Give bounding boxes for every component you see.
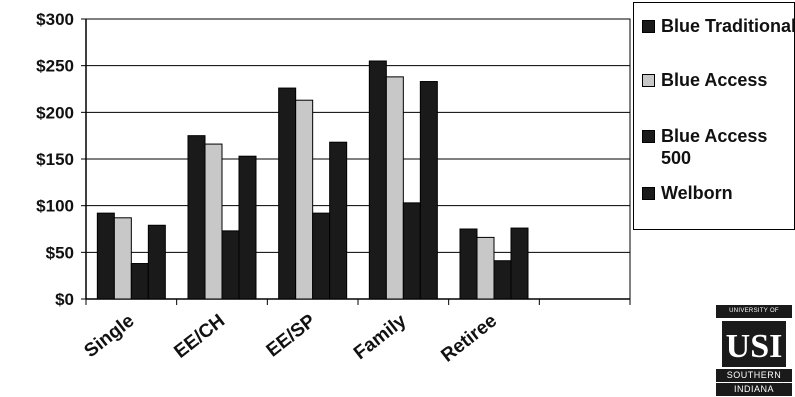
bar-blue-access-500-single	[130, 263, 149, 300]
y-tick-label: $50	[46, 243, 74, 262]
x-tick-label: Retiree	[437, 310, 501, 366]
bar-blue-traditional-ee-ch	[187, 135, 206, 300]
logo-bottom-line1: SOUTHERN	[716, 369, 792, 382]
legend-swatch	[642, 187, 655, 200]
bar-welborn-ee-ch	[238, 155, 257, 300]
y-tick-label: $250	[36, 57, 74, 76]
bar-welborn-family	[419, 81, 438, 300]
bar-blue-access-500-family	[402, 202, 421, 300]
x-tick-label: Family	[350, 310, 411, 364]
y-tick-label: $150	[36, 150, 74, 169]
bar-chart: $0 $50 $100 $150 $200 $250 $300 Single EE/CH EE/S…	[36, 10, 631, 367]
y-tick-label: $100	[36, 197, 74, 216]
usi-logo: UNIVERSITY OF USI SOUTHERN INDIANA	[716, 305, 792, 396]
bar-blue-access-retiree	[476, 236, 495, 300]
x-tick-label: EE/SP	[263, 310, 320, 361]
legend-label: Blue Traditional	[661, 16, 795, 36]
legend-swatch	[642, 130, 655, 143]
bar-welborn-single	[147, 224, 166, 300]
logo-mark-text: USI	[726, 328, 783, 365]
x-tick-label: EE/CH	[170, 310, 229, 362]
chart-legend: Blue Traditional Blue Access Blue Access…	[633, 2, 795, 230]
bar-blue-access-family	[385, 76, 404, 300]
bar-blue-access-500-ee-ch	[221, 230, 240, 300]
bar-welborn-ee-sp	[329, 141, 348, 300]
bar-blue-access-500-retiree	[493, 260, 512, 300]
logo-top-text: UNIVERSITY OF	[716, 305, 792, 318]
logo-bottom-line2: INDIANA	[716, 383, 792, 396]
bar-blue-access-ee-sp	[295, 99, 314, 300]
y-tick-label: $0	[55, 290, 74, 309]
x-tick-label: Single	[81, 310, 139, 362]
legend-swatch	[642, 20, 655, 33]
legend-label: Blue Access 500	[661, 126, 768, 168]
usi-logo-mark: USI	[722, 321, 786, 367]
bar-blue-access-500-ee-sp	[312, 212, 331, 300]
bar-blue-traditional-family	[368, 60, 387, 300]
legend-swatch	[642, 74, 655, 87]
bar-blue-traditional-single	[96, 212, 115, 300]
legend-label: Blue Access	[661, 70, 768, 90]
y-tick-label: $200	[36, 103, 74, 122]
bar-blue-access-single	[113, 217, 132, 300]
bar-blue-traditional-ee-sp	[278, 87, 297, 300]
legend-label: Welborn	[661, 183, 733, 203]
bar-blue-traditional-retiree	[459, 228, 478, 300]
bar-welborn-retiree	[510, 227, 529, 300]
bar-blue-access-ee-ch	[204, 143, 223, 300]
y-tick-label: $300	[36, 10, 74, 29]
